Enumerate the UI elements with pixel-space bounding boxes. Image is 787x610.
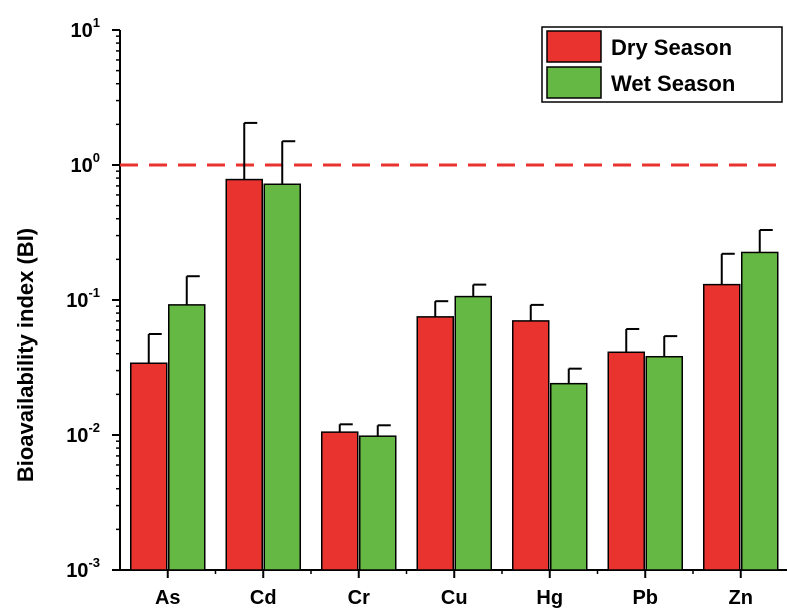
legend-label-wet: Wet Season [611,71,735,96]
legend-swatch-dry [546,30,602,63]
x-axis: As Cd Cr Cu Hg Pb Zn [120,569,787,609]
bar-pb-wet [645,355,683,571]
x-tick-label-hg: Hg [536,587,563,609]
legend: Dry Season Wet Season [541,26,783,103]
y-tick-label: 10-1 [66,285,100,312]
y-tick-exponent: 1 [93,15,100,30]
y-tick-label: 101 [71,15,100,42]
y-axis-title: Bioavailability index (BI) [13,228,38,482]
bars-group [130,178,779,571]
x-tick-label-pb: Pb [632,587,658,609]
x-tick-label-cr: Cr [348,587,370,609]
bar-as-wet [168,304,206,571]
bar-cr-dry [321,431,359,571]
bar-zn-wet [741,251,779,571]
x-tick-label-cu: Cu [441,587,468,609]
bar-cd-wet [263,183,301,571]
bar-cr-wet [359,435,397,571]
y-tick-base: 10 [71,20,93,42]
y-tick-base: 10 [66,560,88,582]
x-tick-label-as: As [155,587,181,609]
y-tick-exponent: -2 [88,420,100,435]
y-tick-exponent: -3 [88,555,100,570]
y-tick-base: 10 [71,155,93,177]
bar-cu-wet [454,295,492,571]
y-tick-base: 10 [66,290,88,312]
bar-zn-dry [703,283,741,571]
y-tick-base: 10 [66,425,88,447]
y-tick-label: 10-3 [66,555,100,582]
y-tick-label: 100 [71,150,100,177]
bar-hg-wet [550,382,588,571]
bar-cu-dry [416,316,454,571]
error-bars-group [147,121,773,437]
y-tick-exponent: -1 [88,285,100,300]
y-tick-label: 10-2 [66,420,100,447]
legend-label-dry: Dry Season [611,35,732,60]
bar-pb-dry [607,351,645,571]
legend-swatch-wet [546,66,602,99]
bar-cd-dry [225,178,263,571]
y-tick-exponent: 0 [93,150,100,165]
bar-as-dry [130,362,168,571]
bar-hg-dry [512,320,550,571]
x-tick-label-cd: Cd [250,587,277,609]
x-tick-label-zn: Zn [729,587,753,609]
